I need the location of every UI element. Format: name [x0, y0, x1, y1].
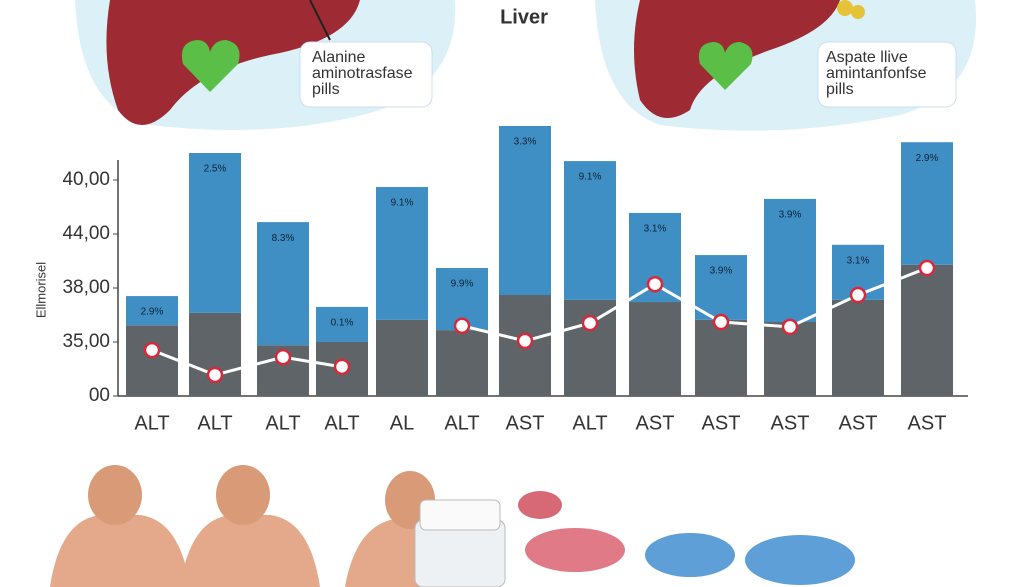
bar-segment — [564, 161, 616, 300]
bar-segment — [764, 198, 816, 323]
bar-segment — [901, 142, 953, 265]
heart — [181, 40, 240, 92]
bar-annotation: 8.3% — [272, 233, 295, 244]
bar-segment — [376, 187, 428, 320]
line-marker — [646, 275, 664, 293]
x-tick-label: AST — [771, 412, 810, 434]
pill — [837, 0, 853, 16]
x-tick-label: ALT — [197, 412, 232, 434]
pill — [645, 533, 735, 577]
bottle-cap — [419, 499, 501, 531]
bar-segment — [901, 264, 953, 396]
x-tick-label: AST — [908, 412, 947, 434]
person — [180, 515, 320, 587]
line-marker — [143, 341, 161, 359]
bar-segment — [832, 299, 884, 396]
line-marker — [206, 366, 224, 384]
y-tick-label: 35,00 — [62, 331, 110, 352]
bar-segment — [257, 222, 309, 346]
bar-annotation: 3.3% — [514, 137, 537, 148]
y-tick-label: 40,00 — [62, 169, 110, 190]
pill — [745, 535, 855, 585]
bar-segment — [499, 126, 551, 296]
bar-segment — [564, 299, 616, 396]
y-tick-label: 38,00 — [62, 277, 110, 298]
y-axis-label: Ellmorisel — [33, 262, 48, 318]
pointer — [309, 0, 331, 41]
top-illustration: Liver — [75, 0, 977, 131]
pill — [851, 5, 865, 19]
bar-annotation: 3.1% — [847, 255, 870, 266]
x-tick-label: AST — [839, 412, 878, 434]
bar-annotation: 9.1% — [391, 198, 414, 209]
x-tick-label: ALT — [265, 412, 300, 434]
bar-annotation: 9.9% — [451, 279, 474, 290]
note-box — [817, 41, 957, 108]
y-tick-label: 00 — [89, 385, 110, 406]
bar-segment — [126, 325, 178, 396]
bar-annotation: 2.9% — [141, 307, 164, 318]
note: Aspate llive amintanfonfse pills — [826, 49, 927, 98]
pill — [518, 491, 562, 519]
x-tick-label: ALT — [444, 412, 479, 434]
x-tick-label: ALT — [324, 412, 359, 434]
liver-title: Liver — [500, 6, 548, 28]
bar-segment — [189, 153, 241, 313]
person — [345, 520, 430, 587]
line-marker — [333, 358, 351, 376]
line — [461, 266, 928, 343]
bar-annotation: 3.9% — [779, 210, 802, 221]
line-marker — [516, 332, 534, 350]
pill — [525, 528, 625, 572]
line — [151, 348, 343, 377]
line-marker — [781, 318, 799, 336]
y-tick-label: 44,00 — [62, 223, 110, 244]
person — [50, 515, 190, 587]
x-tick-label: AL — [390, 412, 414, 434]
line-marker — [581, 314, 599, 332]
bar-annotation: 0.1% — [331, 318, 354, 329]
bar-segment — [629, 302, 681, 396]
bar-segment — [189, 312, 241, 396]
line-marker — [918, 259, 936, 277]
heart — [698, 42, 753, 90]
x-tick-label: ALT — [134, 412, 169, 434]
line-marker — [274, 348, 292, 366]
bar-segment — [695, 319, 747, 396]
bar-segment — [436, 330, 488, 396]
head — [216, 465, 270, 525]
x-tick-label: AST — [506, 412, 545, 434]
bar-annotation: 2.5% — [204, 164, 227, 175]
bar-annotation: 9.1% — [579, 172, 602, 183]
note-box — [299, 41, 433, 108]
bar-annotation: 2.9% — [916, 153, 939, 164]
line-marker — [453, 317, 471, 335]
bar-segment — [316, 306, 368, 342]
x-tick-label: AST — [702, 412, 741, 434]
bar-segment — [695, 255, 747, 320]
x-tick-label: AST — [636, 412, 675, 434]
bar-segment — [376, 319, 428, 396]
line-marker — [849, 286, 867, 304]
bar-segment — [126, 296, 178, 326]
bar-annotation: 3.9% — [710, 266, 733, 277]
bar-annotation: 3.1% — [644, 224, 667, 235]
x-tick-label: ALT — [572, 412, 607, 434]
line-marker — [712, 313, 730, 331]
note: Alanine aminotrasfase pills — [312, 49, 413, 98]
bottom-illustration — [50, 465, 855, 587]
head — [88, 465, 142, 525]
